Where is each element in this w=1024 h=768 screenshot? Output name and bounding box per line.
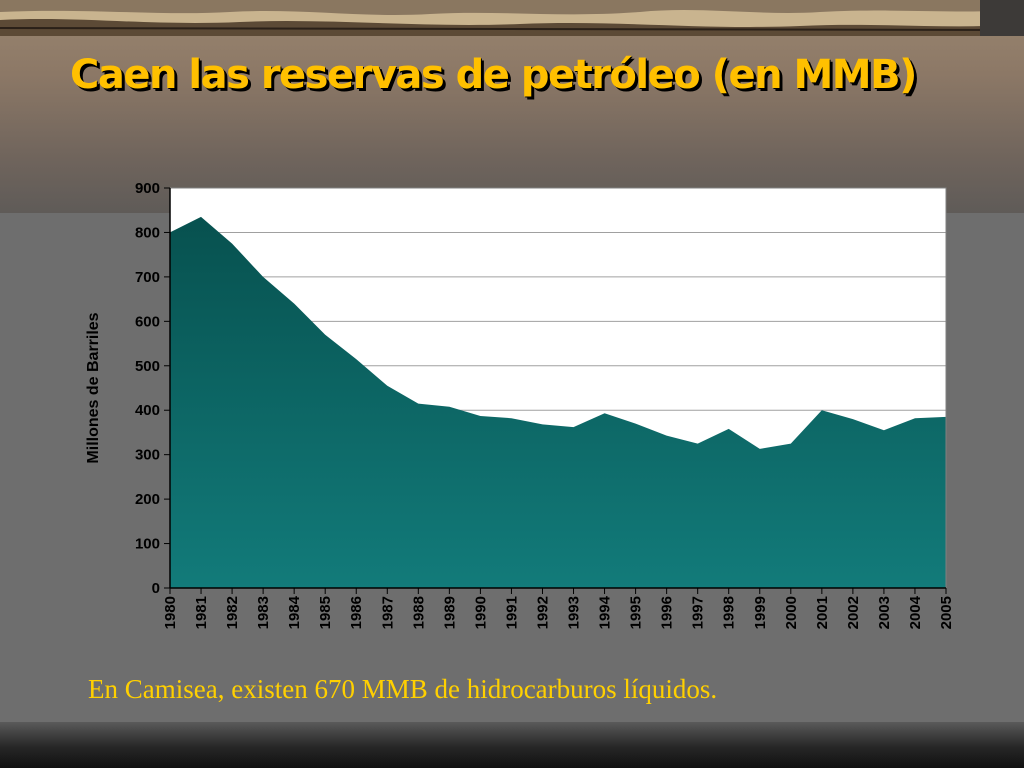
- y-tick-label: 900: [135, 180, 160, 197]
- x-tick-label: 1984: [286, 595, 303, 629]
- y-tick-label: 500: [135, 358, 160, 375]
- x-tick-label: 1991: [503, 596, 520, 629]
- x-tick-label: 2000: [783, 596, 800, 629]
- x-tick-label: 2003: [876, 596, 893, 629]
- x-tick-label: 2001: [814, 596, 831, 629]
- y-tick-label: 800: [135, 224, 160, 241]
- x-tick-label: 1997: [690, 596, 707, 629]
- x-tick-label: 1999: [752, 596, 769, 629]
- reserves-area-series: [170, 216, 946, 588]
- x-tick-label: 1998: [721, 596, 738, 629]
- x-tick-label: 1995: [628, 596, 645, 629]
- x-tick-label: 2002: [845, 596, 862, 629]
- x-tick-label: 1989: [441, 596, 458, 629]
- y-tick-label: 400: [135, 402, 160, 419]
- x-tick-label: 1985: [317, 596, 334, 629]
- x-tick-label: 1987: [379, 596, 396, 629]
- y-tick-label: 200: [135, 491, 160, 508]
- x-tick-label: 1980: [162, 596, 179, 629]
- y-axis-label: Millones de Barriles: [85, 312, 102, 463]
- x-tick-label: 1986: [348, 596, 365, 629]
- x-axis-ticks: 1980 1981 1982 1983 1984 1985 1986 1987 1988 1989…: [162, 588, 955, 629]
- y-tick-label: 300: [135, 447, 160, 464]
- y-tick-label: 100: [135, 536, 160, 553]
- x-tick-label: 1981: [193, 596, 210, 629]
- camisea-caption: En Camisea, existen 670 MMB de hidrocarb…: [88, 674, 718, 704]
- y-axis-ticks: 0 100 200 300 400 500 600 700 800 900: [135, 180, 170, 597]
- axes: [169, 187, 947, 589]
- footer-background: [0, 722, 1024, 768]
- landscape-photo-strip: [0, 0, 1024, 36]
- y-tick-label: 0: [152, 580, 160, 597]
- slide-title: Caen las reservas de petróleo (en MMB): [70, 52, 917, 98]
- x-tick-label: 1996: [659, 596, 676, 629]
- x-tick-label: 2004: [907, 595, 924, 629]
- y-tick-label: 600: [135, 313, 160, 330]
- x-tick-label: 1983: [255, 596, 272, 629]
- y-tick-label: 700: [135, 269, 160, 286]
- x-tick-label: 1982: [224, 596, 241, 629]
- x-tick-label: 2005: [938, 596, 955, 629]
- x-tick-label: 1993: [566, 596, 583, 629]
- x-tick-label: 1990: [472, 596, 489, 629]
- x-tick-label: 1994: [597, 595, 614, 629]
- x-tick-label: 1992: [535, 596, 552, 629]
- x-tick-label: 1988: [410, 596, 427, 629]
